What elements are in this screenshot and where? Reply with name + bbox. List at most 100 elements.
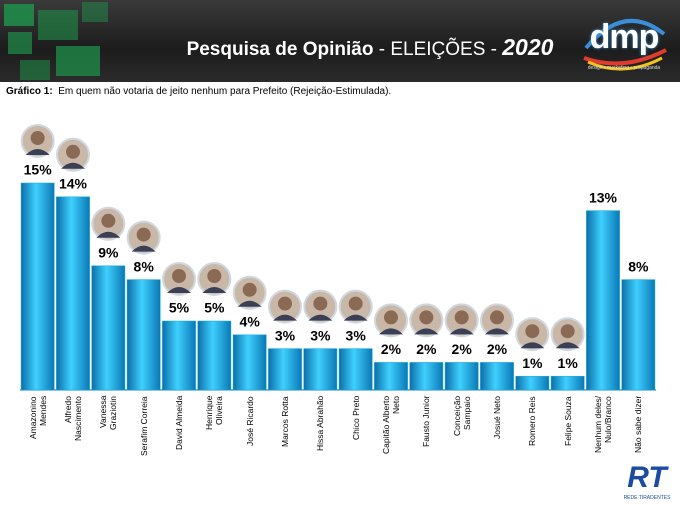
- x-tick-label: Amazonino Mendes: [27, 396, 48, 439]
- footer-logo-text: RT: [627, 461, 667, 494]
- photo-head: [348, 296, 363, 311]
- decoration: [38, 10, 78, 40]
- bar: [621, 279, 656, 391]
- bar: [338, 348, 373, 391]
- x-tick-label: Felipe Souza: [562, 396, 573, 446]
- bar: [126, 279, 161, 391]
- x-tick-label: Capitão Alberto Neto: [381, 396, 401, 455]
- logo: dmp design • marketing • propaganda: [578, 8, 670, 74]
- subtitle: Gráfico 1: Em quem não votaria de jeito …: [6, 86, 391, 97]
- subtitle-label: Gráfico 1:: [6, 86, 53, 97]
- x-tick-label: Vanessa Graziotin: [98, 396, 119, 431]
- title-main: Pesquisa de Opinião: [186, 39, 374, 60]
- photo-body: [379, 328, 403, 335]
- bar: [232, 334, 267, 391]
- photo-head: [172, 269, 186, 283]
- value-label: 2%: [416, 341, 437, 357]
- x-tick-label: Romero Reis: [527, 396, 538, 446]
- photo-head: [207, 269, 222, 283]
- value-label: 5%: [169, 300, 190, 316]
- value-label: 8%: [134, 258, 155, 274]
- photo-body: [343, 314, 368, 321]
- photo-head: [384, 310, 398, 325]
- bar: [480, 362, 514, 391]
- photo-body: [61, 162, 85, 169]
- decoration: [8, 32, 32, 54]
- x-tick-label: Nenhum deles/ Nulo/Branco: [593, 396, 613, 454]
- decoration: [4, 4, 34, 26]
- decoration: [56, 46, 100, 76]
- footer-logo: RT REDE TIRADENTES: [618, 462, 676, 502]
- value-label: 13%: [589, 189, 618, 205]
- bar: [303, 348, 338, 391]
- title: Pesquisa de Opinião - ELEIÇÕES - 2020: [170, 34, 570, 61]
- x-tick-label: Josué Neto: [492, 396, 502, 439]
- x-tick-label: Marcos Rotta: [280, 396, 290, 447]
- x-tick-label: Alfredo Nascimento: [63, 396, 83, 441]
- value-label: 2%: [452, 341, 473, 357]
- header: Pesquisa de Opinião - ELEIÇÕES - 2020 dm…: [0, 0, 680, 82]
- x-tick-label: Conceição Sampaio: [451, 396, 472, 437]
- decoration: [20, 60, 50, 80]
- value-label: 8%: [628, 258, 649, 274]
- photo-head: [242, 282, 257, 297]
- value-label: 3%: [310, 327, 331, 343]
- photo-body: [96, 231, 121, 238]
- photo-body: [202, 287, 227, 293]
- x-tick-label: Hissa Abrahão: [315, 396, 326, 452]
- value-label: 15%: [24, 162, 53, 178]
- photo-head: [278, 296, 292, 311]
- subtitle-text: Em quem não votaria de jeito nenhum para…: [58, 86, 392, 97]
- photo-body: [449, 328, 474, 335]
- photo-head: [490, 310, 504, 325]
- bar: [586, 210, 620, 391]
- value-label: 2%: [381, 341, 402, 357]
- photo-body: [273, 314, 297, 321]
- photo-body: [485, 328, 509, 335]
- bar: [56, 196, 90, 391]
- value-label: 9%: [98, 245, 119, 261]
- photo-head: [454, 310, 469, 325]
- photo-body: [167, 287, 191, 293]
- value-label: 3%: [346, 327, 367, 343]
- x-tick-label: Henrique Oliveira: [204, 396, 225, 431]
- photo-body: [131, 245, 156, 252]
- x-tick-label: David Almeida: [174, 396, 184, 451]
- logo-text: dmp: [589, 18, 660, 56]
- bar: [409, 362, 444, 391]
- photo-head: [560, 324, 575, 339]
- photo-head: [419, 310, 434, 325]
- title-sub: - ELEIÇÕES -: [373, 39, 503, 60]
- bar: [268, 348, 302, 391]
- value-label: 3%: [275, 327, 296, 343]
- value-label: 4%: [240, 314, 261, 330]
- photo-body: [555, 342, 580, 349]
- photo-body: [25, 149, 50, 155]
- decoration: [82, 2, 108, 22]
- value-label: 14%: [59, 176, 88, 192]
- bar: [515, 375, 550, 391]
- bar: [197, 320, 232, 391]
- logo-arcs: [583, 19, 667, 71]
- photo-body: [414, 328, 439, 335]
- photo-head: [30, 131, 45, 145]
- photo-head: [66, 144, 80, 159]
- photo-head: [313, 296, 328, 311]
- bar: [374, 362, 408, 391]
- x-tick-label: Serafim Correia: [138, 396, 149, 456]
- value-label: 1%: [522, 355, 543, 371]
- photo-body: [237, 300, 262, 307]
- x-tick-label: Fausto Junior: [421, 396, 432, 448]
- photo-body: [308, 314, 333, 321]
- photo-head: [136, 227, 151, 242]
- value-label: 1%: [558, 355, 579, 371]
- x-tick-label: Chico Preto: [350, 396, 361, 441]
- photo-head: [101, 213, 116, 228]
- bar: [550, 375, 585, 391]
- x-tick-label: Não sabe dizer: [633, 396, 644, 454]
- footer-logo-tagline: REDE TIRADENTES: [623, 495, 671, 501]
- bar: [91, 265, 126, 391]
- bar: [444, 362, 479, 391]
